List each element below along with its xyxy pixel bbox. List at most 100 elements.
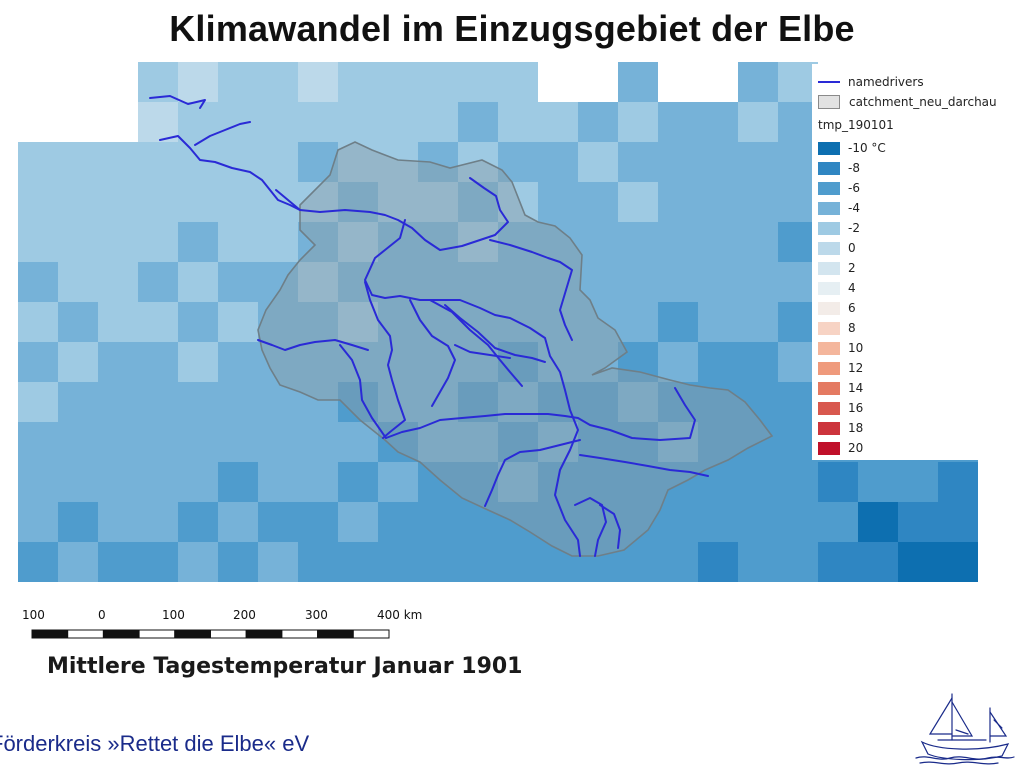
raster-cell [538,302,578,342]
raster-cell [698,462,738,502]
raster-cell [618,302,658,342]
legend-entry-label: 16 [848,401,864,415]
scale-segment [102,629,140,639]
raster-cell [18,222,58,262]
raster-cell [298,182,338,222]
raster-cell [898,542,938,582]
raster-cell [338,462,378,502]
legend-entry: 4 [818,280,856,296]
raster-cell [218,342,258,382]
legend-entry: -8 [818,160,860,176]
raster-cell [298,62,338,102]
raster-cell [298,382,338,422]
raster-cell [658,222,698,262]
scale-segment [245,629,283,639]
raster-cell [98,502,138,542]
raster-cell [218,462,258,502]
raster-cell [298,142,338,182]
raster-cell [138,62,178,102]
raster-cell [138,302,178,342]
legend-catchment-swatch [818,95,840,109]
raster-cell [498,222,538,262]
raster-cell [738,102,778,142]
raster-cell [898,502,938,542]
legend-entry-swatch [818,381,840,395]
raster-cell [778,462,818,502]
legend-entry: -10 °C [818,140,886,156]
raster-cell [698,262,738,302]
raster-cell [658,182,698,222]
raster-cell [58,302,98,342]
raster-cell [658,502,698,542]
legend-entry-label: 10 [848,341,864,355]
raster-cell [778,502,818,542]
raster-cell [698,102,738,142]
raster-cell [578,502,618,542]
raster-cell [298,462,338,502]
raster-cell [18,462,58,502]
raster-cell [338,222,378,262]
raster-cell [378,102,418,142]
raster-cell [458,262,498,302]
legend-entry: 20 [818,440,863,456]
raster-cell [18,262,58,302]
raster-cell [58,222,98,262]
raster-cell [378,142,418,182]
legend-entry: -6 [818,180,860,196]
raster-cell [18,142,58,182]
raster-cell [698,302,738,342]
legend-entry-label: -6 [848,181,860,195]
raster-cell [138,422,178,462]
raster-cell [338,302,378,342]
raster-cell [378,62,418,102]
scale-segment [317,629,354,639]
raster-cell [258,542,298,582]
legend-entry: 12 [818,360,863,376]
raster-cell [178,342,218,382]
raster-cell [738,422,778,462]
raster-cell [258,462,298,502]
legend-entry-label: 18 [848,421,864,435]
legend-entry-swatch [818,161,840,175]
raster-cell [58,422,98,462]
raster-cell [418,102,458,142]
raster-cell [498,142,538,182]
raster-cell [738,262,778,302]
raster-cell [258,102,298,142]
raster-cell [618,222,658,262]
legend-entry-label: 20 [848,441,864,455]
legend-entry: 16 [818,400,863,416]
raster-cell [218,222,258,262]
raster-cell [538,102,578,142]
raster-cell [418,462,458,502]
raster-cell [418,542,458,582]
raster-cell [898,462,938,502]
raster-cell [98,142,138,182]
legend-entry-swatch [818,221,840,235]
raster-cell [538,502,578,542]
raster-cell [258,222,298,262]
raster-cell [778,302,818,342]
raster-cell [858,502,898,542]
raster-cell [578,462,618,502]
legend-entry-swatch [818,361,840,375]
legend-entry-label: 14 [848,381,864,395]
catchment-area-elbe [257,141,774,557]
raster-cell [458,102,498,142]
raster-cell [578,542,618,582]
scale-segment [67,629,104,639]
raster-cell [778,262,818,302]
raster-cell [138,462,178,502]
raster-cell [738,182,778,222]
legend-entry: 6 [818,300,856,316]
raster-cell [138,102,178,142]
raster-cell [778,142,818,182]
raster-cell [458,542,498,582]
legend-rivers: namedrivers [818,74,924,90]
raster-cell [778,382,818,422]
scale-tick-label: 300 [305,608,328,622]
raster-cell [178,182,218,222]
legend-entry: 10 [818,340,863,356]
raster-cell [298,542,338,582]
raster-cell [578,102,618,142]
